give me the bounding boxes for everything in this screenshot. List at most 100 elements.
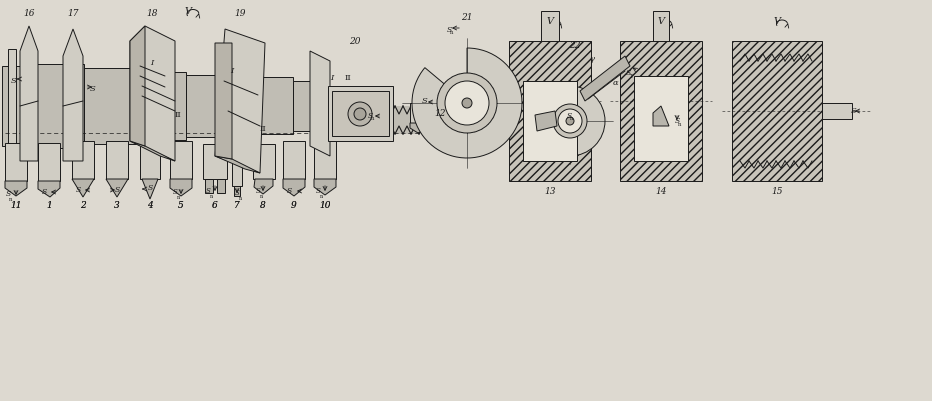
Polygon shape [310, 51, 330, 156]
Text: S: S [316, 187, 321, 195]
Bar [328, 86, 393, 141]
Text: 1: 1 [46, 200, 52, 209]
Text: α: α [612, 79, 618, 87]
Text: I: I [230, 67, 234, 75]
Text: n: n [320, 194, 322, 199]
Text: 6: 6 [212, 200, 218, 209]
Polygon shape [106, 179, 128, 197]
Bar [26, 64, 84, 148]
Polygon shape [314, 179, 336, 195]
Bar [253, 144, 275, 179]
Text: S: S [286, 187, 292, 195]
Bar [5, 143, 27, 181]
Text: n: n [259, 194, 263, 199]
Text: n: n [678, 122, 681, 126]
Text: n: n [450, 30, 454, 36]
Text: 15: 15 [772, 186, 783, 196]
Bar [20, 73, 26, 139]
Polygon shape [130, 141, 175, 161]
Text: 11: 11 [10, 200, 21, 209]
Polygon shape [580, 56, 630, 101]
Text: n: n [210, 194, 212, 199]
Text: S: S [206, 187, 211, 195]
Text: 9: 9 [291, 200, 297, 209]
Polygon shape [283, 179, 305, 196]
Bar [203, 144, 227, 179]
Text: S: S [851, 107, 857, 115]
Bar [732, 41, 822, 181]
Bar [523, 81, 577, 161]
Text: 22: 22 [569, 41, 581, 51]
Circle shape [553, 104, 587, 138]
Text: n: n [239, 196, 241, 201]
Bar [2, 66, 20, 146]
Text: 2: 2 [80, 200, 86, 209]
Polygon shape [215, 29, 265, 173]
Polygon shape [72, 179, 94, 197]
Text: S: S [115, 186, 119, 194]
Bar [140, 141, 160, 179]
Text: S: S [255, 187, 260, 195]
Text: 8: 8 [260, 200, 266, 209]
Bar [84, 68, 136, 144]
Text: 4: 4 [147, 200, 153, 209]
Polygon shape [215, 156, 260, 173]
Text: 5: 5 [178, 200, 184, 209]
Bar [332, 91, 389, 136]
Text: II: II [260, 125, 267, 133]
Text: 8: 8 [260, 200, 266, 209]
Text: 21: 21 [461, 14, 473, 22]
Text: V: V [657, 16, 665, 26]
Bar [234, 186, 240, 196]
Text: 6: 6 [212, 200, 218, 209]
Wedge shape [412, 48, 522, 158]
Text: S: S [75, 186, 81, 194]
Text: S: S [11, 77, 17, 85]
Text: S: S [367, 112, 373, 120]
Text: 1: 1 [46, 200, 52, 209]
Polygon shape [5, 181, 27, 196]
Circle shape [354, 108, 366, 120]
Circle shape [348, 102, 372, 126]
Text: S: S [172, 188, 177, 196]
Text: 10: 10 [320, 200, 331, 209]
Bar [509, 41, 591, 181]
Text: 7: 7 [234, 200, 240, 209]
Polygon shape [653, 106, 669, 126]
Text: S: S [422, 97, 428, 105]
Text: n: n [371, 117, 375, 122]
Polygon shape [410, 123, 430, 133]
Text: S: S [675, 117, 679, 125]
Polygon shape [130, 26, 175, 161]
Bar [363, 106, 443, 134]
Bar [106, 141, 128, 179]
Bar [634, 76, 688, 161]
Bar [653, 11, 669, 41]
Bar [620, 41, 702, 181]
Polygon shape [142, 179, 158, 199]
Text: S: S [446, 26, 452, 34]
Text: 16: 16 [23, 8, 34, 18]
Polygon shape [170, 179, 192, 196]
Bar [136, 72, 186, 140]
Text: 9: 9 [291, 200, 297, 209]
Text: 3: 3 [114, 200, 120, 209]
Text: 5: 5 [178, 200, 184, 209]
Circle shape [445, 81, 489, 125]
Text: S: S [625, 69, 631, 77]
Text: S: S [41, 188, 47, 196]
Text: II: II [174, 111, 182, 119]
Bar [232, 141, 242, 186]
Bar [822, 103, 852, 119]
Text: S: S [235, 189, 240, 197]
Text: 20: 20 [350, 36, 361, 45]
Text: V: V [546, 16, 554, 26]
Text: T: T [629, 73, 633, 79]
Text: 13: 13 [544, 186, 555, 196]
Polygon shape [254, 179, 273, 194]
Bar [8, 49, 16, 163]
Bar [170, 141, 192, 179]
Text: 11: 11 [10, 200, 21, 209]
Bar [238, 77, 293, 134]
Text: γ: γ [590, 55, 595, 63]
